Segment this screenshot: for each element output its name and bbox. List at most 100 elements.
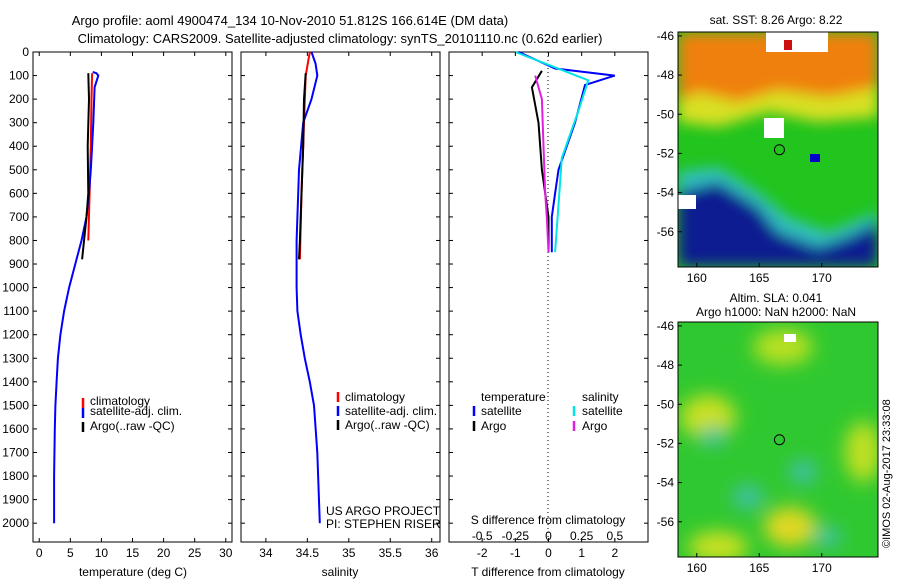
header-line2: Climatology: CARS2009. Satellite-adjuste…: [78, 31, 603, 46]
depth-axis: 0 100 200 300 400 500 600 700 800 900 1000 1100 1200…: [2, 45, 29, 530]
sla-blob: [814, 527, 842, 547]
salinity-xlabel: salinity: [322, 565, 359, 579]
sla-blob: [845, 422, 878, 482]
argo-location-marker: [773, 144, 785, 156]
watermark: ©IMOS 02-Aug-2017 23:33:08: [881, 399, 893, 548]
depth-tick-label: 400: [9, 139, 29, 153]
x-tick-label: 5: [67, 546, 74, 560]
map-y-tick-label: -56: [657, 225, 675, 239]
map-x-tick-label: 165: [749, 271, 769, 285]
depth-tick-label: 300: [9, 116, 29, 130]
map-sst-axes: 160 165 170 -46 -48 -50 -52 -54 -56: [657, 29, 832, 285]
sla-blob: [688, 531, 748, 557]
map-y-tick-label: -52: [657, 146, 675, 160]
difference-xlabel-top: S difference from climatology: [471, 513, 626, 527]
map-y-tick-label: -54: [657, 476, 675, 490]
map-sla-subtitle: Argo h1000: NaN h2000: NaN: [696, 305, 856, 319]
x-tick-top-label: 0.5: [606, 529, 623, 543]
argo-location-marker: [773, 434, 785, 446]
difference-legend: temperature satellite Argo salinity sate…: [472, 390, 623, 433]
land-patch: [784, 40, 792, 50]
sst-yellow-band: [678, 87, 878, 127]
x-tick-label: -2: [477, 546, 488, 560]
land-patch: [764, 118, 784, 138]
difference-xlabel: T difference from climatology: [471, 565, 625, 579]
depth-tick-label: 1300: [2, 351, 29, 365]
legend-item-sal-argo: Argo: [582, 419, 608, 433]
map-y-tick-label: -50: [657, 397, 675, 411]
depth-tick-label: 1500: [2, 398, 29, 412]
map-y-tick-label: -54: [657, 186, 675, 200]
legend-title-temperature: temperature: [481, 390, 546, 404]
map-x-tick-label: 165: [749, 561, 769, 575]
panel-temperature: climatology satellite-adj. clim. Argo(..…: [32, 51, 233, 579]
x-tick-label: 30: [219, 546, 233, 560]
depth-tick-label: 1000: [2, 281, 29, 295]
x-tick-label: 10: [95, 546, 109, 560]
x-tick-label: 36: [425, 546, 439, 560]
x-tick-top-label: -0.25: [502, 529, 530, 543]
panel-temperature-frame: [32, 51, 233, 543]
map-y-tick-label: -56: [657, 515, 675, 529]
map-x-tick-label: 170: [812, 271, 832, 285]
legend-item-temp-argo: Argo: [481, 419, 507, 433]
depth-tick-label: 200: [9, 92, 29, 106]
map-sst-frame: [677, 31, 879, 268]
land-patch: [678, 195, 696, 209]
series-line: [298, 73, 307, 260]
map-x-tick-label: 170: [812, 561, 832, 575]
sla-field-features: [680, 329, 878, 557]
depth-tick-label: 500: [9, 163, 29, 177]
map-sst-title: sat. SST: 8.26 Argo: 8.22: [710, 13, 843, 27]
map-y-tick-label: -50: [657, 107, 675, 121]
map-y-tick-label: -48: [657, 68, 675, 82]
land-patch: [810, 154, 820, 162]
panel-salinity-frame: [240, 51, 441, 543]
map-sla-axes: 160 165 170 -46 -48 -50 -52 -54 -56: [657, 319, 832, 575]
x-tick-top-label: 0.25: [570, 529, 594, 543]
x-tick-label: 15: [126, 546, 140, 560]
temperature-series: [53, 71, 100, 524]
x-tick-label: 34.5: [296, 546, 320, 560]
map-sst-canvas: [678, 32, 878, 267]
temperature-legend-label: satellite-adj. clim.: [90, 404, 182, 418]
salinity-legend-label: Argo(..raw -QC): [345, 418, 430, 432]
x-tick-top-label: 0: [545, 529, 552, 543]
temperature-legend: climatology satellite-adj. clim. Argo(..…: [81, 394, 182, 433]
depth-tick-label: 1200: [2, 328, 29, 342]
depth-tick-label: 2000: [2, 516, 29, 530]
sla-blob: [732, 485, 764, 509]
series-line: [53, 71, 100, 524]
x-tick-label: 20: [157, 546, 171, 560]
map-x-tick-label: 160: [687, 561, 707, 575]
map-y-tick-label: -46: [657, 29, 675, 43]
x-tick-label: 2: [611, 546, 618, 560]
sla-blob: [680, 395, 736, 439]
x-tick-label: 35: [342, 546, 356, 560]
series-line: [534, 75, 550, 253]
map-y-tick-label: -46: [657, 319, 675, 333]
depth-tick-label: 0: [22, 45, 29, 59]
depth-tick-label: 1400: [2, 375, 29, 389]
depth-tick-label: 900: [9, 257, 29, 271]
map-y-tick-label: -52: [657, 436, 675, 450]
x-tick-label: 1: [578, 546, 585, 560]
temperature-xlabel: temperature (deg C): [79, 565, 187, 579]
temperature-legend-label: climatology: [90, 394, 150, 408]
legend-item-temp-satellite: satellite: [481, 404, 522, 418]
salinity-series: [295, 51, 321, 524]
map-sla-canvas: [678, 322, 878, 557]
series-line: [514, 51, 590, 253]
series-line: [530, 70, 550, 253]
sla-blob: [789, 460, 817, 484]
salinity-legend-label: climatology: [345, 390, 405, 404]
credit-pi: PI: STEPHEN RISER: [326, 517, 441, 531]
series-line: [87, 73, 94, 241]
series-line: [295, 51, 321, 524]
sla-blob: [701, 427, 725, 447]
header-line1: Argo profile: aoml 4900474_134 10-Nov-20…: [72, 13, 509, 28]
series-line: [81, 73, 91, 260]
depth-tick-label: 1700: [2, 445, 29, 459]
depth-tick-label: 1900: [2, 493, 29, 507]
